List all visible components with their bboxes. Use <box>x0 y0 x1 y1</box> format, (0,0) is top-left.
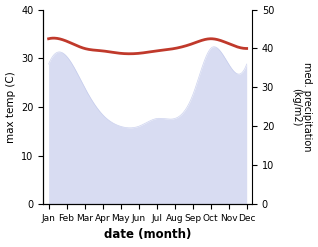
Y-axis label: med. precipitation
(kg/m2): med. precipitation (kg/m2) <box>291 62 313 152</box>
X-axis label: date (month): date (month) <box>104 228 191 242</box>
Y-axis label: max temp (C): max temp (C) <box>5 71 16 143</box>
